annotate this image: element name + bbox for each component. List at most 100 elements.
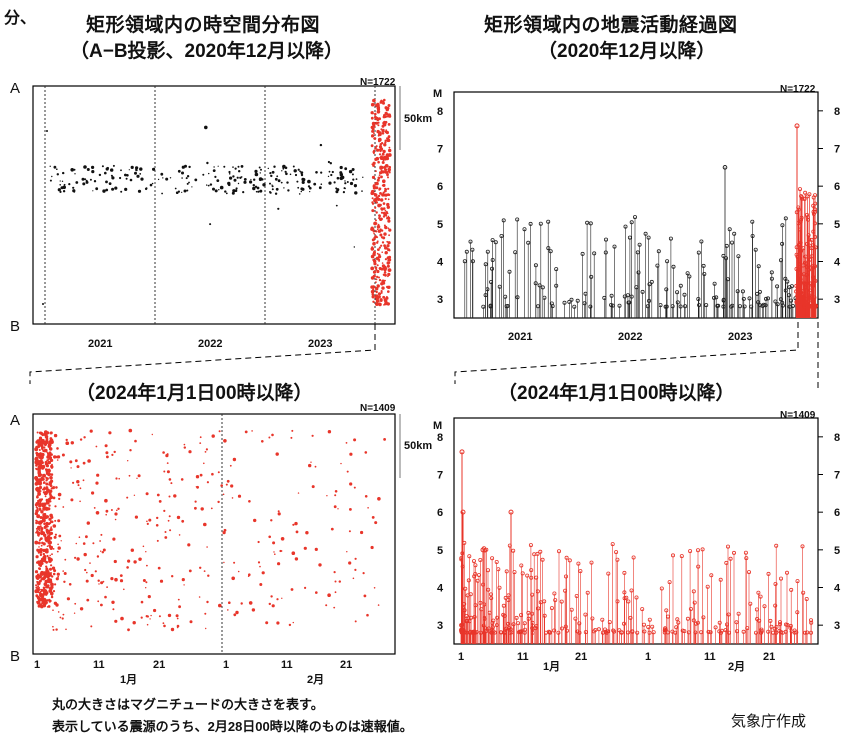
tl-older-point [134, 171, 137, 175]
br-recent-point [464, 614, 469, 619]
tr-y-tick-right: 4 [834, 257, 841, 269]
tr-older-point [489, 266, 494, 271]
br-recent-point [505, 621, 510, 626]
bl-recent-point [162, 622, 165, 625]
br-recent-point [475, 578, 480, 583]
bl-recent-point [280, 550, 283, 552]
bl-recent-point [46, 545, 49, 547]
tl-older-point [224, 190, 227, 193]
tr-x-tick: 2021 [508, 331, 532, 343]
tl-older-point [346, 181, 349, 183]
bl-recent-point [194, 500, 197, 503]
bl-recent-point [158, 500, 162, 503]
bl-recent-point [45, 464, 50, 468]
tl-older-point [128, 169, 130, 171]
tl-recent-point [377, 176, 381, 180]
left-subtitle: （A−B投影、2020年12月以降） [70, 41, 343, 62]
bl-recent-point [61, 453, 65, 457]
br-recent-point [567, 558, 572, 563]
bl-recent-point [58, 534, 62, 538]
bl-recent-point [223, 439, 227, 443]
bl-recent-point [315, 591, 318, 594]
tl-older-point [228, 173, 231, 175]
tr-older-point [513, 250, 518, 255]
tr-recent-point [800, 293, 805, 298]
bl-recent-point [76, 465, 80, 469]
bl-recent-point [156, 516, 159, 520]
br-recent-point [696, 564, 701, 569]
header-fragment: 分、 [4, 10, 37, 27]
tl-recent-point [387, 153, 392, 157]
tl-older-point [186, 175, 190, 178]
bl-recent-point [142, 579, 146, 582]
tl-recent-point [382, 179, 386, 183]
tr-older-point [622, 294, 627, 299]
bl-recent-point [115, 477, 118, 480]
br-recent-point [501, 603, 506, 608]
bl-recent-point [42, 507, 46, 511]
tl-older-point [343, 187, 346, 190]
br-recent-point [685, 616, 690, 621]
br-recent-point [788, 625, 793, 630]
tr-recent-point [798, 245, 803, 250]
bl-recent-point [244, 430, 248, 434]
bl-recent-point [43, 519, 46, 522]
br-recent-point [511, 622, 516, 627]
tr-older-point [775, 284, 780, 289]
bl-recent-point [78, 536, 81, 538]
tl-recent-point [378, 246, 381, 249]
bl-recent-point [54, 533, 58, 536]
tl-older-point [233, 178, 237, 182]
tl-older-point [302, 178, 306, 182]
tl-older-point [102, 189, 106, 193]
tl-older-point [151, 182, 154, 185]
tl-older-point [254, 172, 259, 177]
bl-recent-point [126, 566, 129, 569]
bl-recent-point [117, 507, 120, 510]
bl-recent-point [36, 468, 39, 471]
bl-recent-point [100, 550, 102, 552]
br-recent-point [470, 630, 475, 635]
tl-older-point [339, 171, 343, 175]
tl-older-point [149, 183, 153, 187]
br-y-tick-left: 4 [437, 583, 444, 595]
bl-recent-point [72, 481, 75, 484]
bl-recent-point [310, 461, 312, 463]
br-recent-point [542, 613, 547, 618]
bl-recent-point [97, 600, 100, 603]
tl-recent-point [372, 242, 376, 246]
bl-recent-point [222, 493, 225, 496]
br-recent-point [635, 630, 640, 635]
br-recent-point [585, 590, 590, 595]
bl-recent-point [362, 572, 365, 575]
tl-recent-point [373, 149, 375, 152]
tr-older-point [493, 240, 498, 245]
bl-recent-point [230, 484, 234, 488]
bl-recent-point [41, 488, 44, 491]
tl-older-point [91, 165, 95, 169]
bl-month-label: 1月 [120, 673, 137, 686]
tl-recent-point [387, 275, 389, 278]
tl-recent-point [387, 241, 391, 245]
tr-older-point [612, 244, 617, 249]
br-x-tick: 11 [704, 651, 716, 663]
br-recent-point [646, 625, 651, 630]
br-recent-point [674, 625, 679, 630]
tl-recent-point [388, 146, 391, 149]
tl-older-point [157, 178, 160, 181]
bl-recent-point [76, 557, 80, 561]
tl-older-point [252, 184, 255, 187]
br-recent-point [552, 591, 557, 596]
br-recent-point [708, 630, 713, 635]
bl-recent-point [226, 479, 230, 483]
tl-recent-point [387, 216, 391, 220]
tl-older-point [86, 168, 90, 171]
br-recent-point [756, 590, 761, 595]
tl-older-point [188, 165, 191, 169]
tl-recent-point [375, 302, 379, 306]
bl-recent-point [62, 613, 65, 616]
tl-recent-point [375, 170, 377, 173]
tr-older-point [499, 233, 504, 238]
tr-y-tick-right: 5 [834, 219, 840, 231]
bl-recent-point [83, 552, 87, 557]
